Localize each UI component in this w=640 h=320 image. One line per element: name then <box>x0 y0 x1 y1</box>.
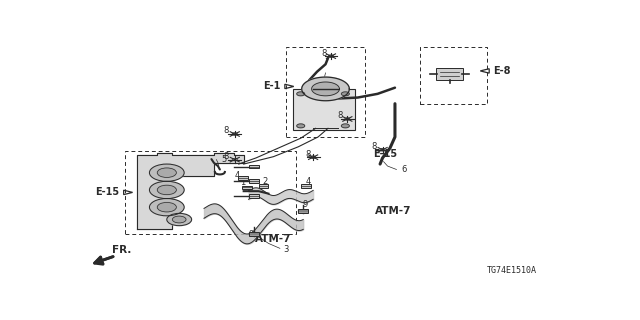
Text: E-1: E-1 <box>264 82 281 92</box>
Circle shape <box>150 164 184 181</box>
Bar <box>420 47 487 104</box>
Bar <box>259 184 269 188</box>
Text: 6: 6 <box>401 165 407 174</box>
Circle shape <box>150 181 184 198</box>
Bar <box>286 47 365 137</box>
Text: 8: 8 <box>322 49 327 58</box>
Bar <box>298 209 308 213</box>
Polygon shape <box>312 82 339 96</box>
Text: E-8: E-8 <box>493 66 511 76</box>
Text: 4: 4 <box>235 171 240 180</box>
Text: 7: 7 <box>314 81 319 90</box>
Circle shape <box>157 168 177 177</box>
Bar <box>301 184 310 188</box>
Circle shape <box>341 92 349 96</box>
Polygon shape <box>301 77 349 101</box>
Text: 8: 8 <box>305 150 310 159</box>
Text: 3: 3 <box>284 245 289 254</box>
Text: 2: 2 <box>262 177 268 186</box>
Bar <box>248 179 259 183</box>
Text: TG74E1510A: TG74E1510A <box>486 267 537 276</box>
Bar <box>248 232 259 236</box>
Text: ATM-7: ATM-7 <box>375 206 412 216</box>
Circle shape <box>380 148 385 151</box>
Circle shape <box>328 55 333 57</box>
Bar <box>248 194 259 198</box>
Bar <box>237 176 248 180</box>
Bar <box>248 164 259 169</box>
Circle shape <box>297 92 305 96</box>
Circle shape <box>172 216 186 223</box>
Text: 5: 5 <box>221 155 227 164</box>
Circle shape <box>297 124 305 128</box>
Circle shape <box>232 133 237 135</box>
Circle shape <box>341 124 349 128</box>
Text: 4: 4 <box>306 177 311 186</box>
Circle shape <box>167 213 191 226</box>
FancyBboxPatch shape <box>293 89 355 130</box>
Text: 9: 9 <box>302 200 307 209</box>
Circle shape <box>157 185 177 195</box>
Text: 8: 8 <box>223 126 229 135</box>
Circle shape <box>150 198 184 216</box>
Text: E-15: E-15 <box>95 188 120 197</box>
Circle shape <box>232 158 237 161</box>
Circle shape <box>345 118 350 120</box>
Circle shape <box>310 156 316 158</box>
Circle shape <box>157 203 177 212</box>
Text: 1: 1 <box>241 178 246 187</box>
Text: 8: 8 <box>371 142 376 151</box>
Polygon shape <box>137 153 244 229</box>
Text: 9: 9 <box>249 229 254 238</box>
Text: FR.: FR. <box>112 245 132 255</box>
Bar <box>125 150 296 234</box>
Bar <box>242 186 252 189</box>
Text: 8: 8 <box>223 152 229 161</box>
FancyBboxPatch shape <box>436 68 463 80</box>
Text: 8: 8 <box>337 111 343 120</box>
Text: ATM-7: ATM-7 <box>255 234 292 244</box>
Text: E-15: E-15 <box>372 149 397 159</box>
